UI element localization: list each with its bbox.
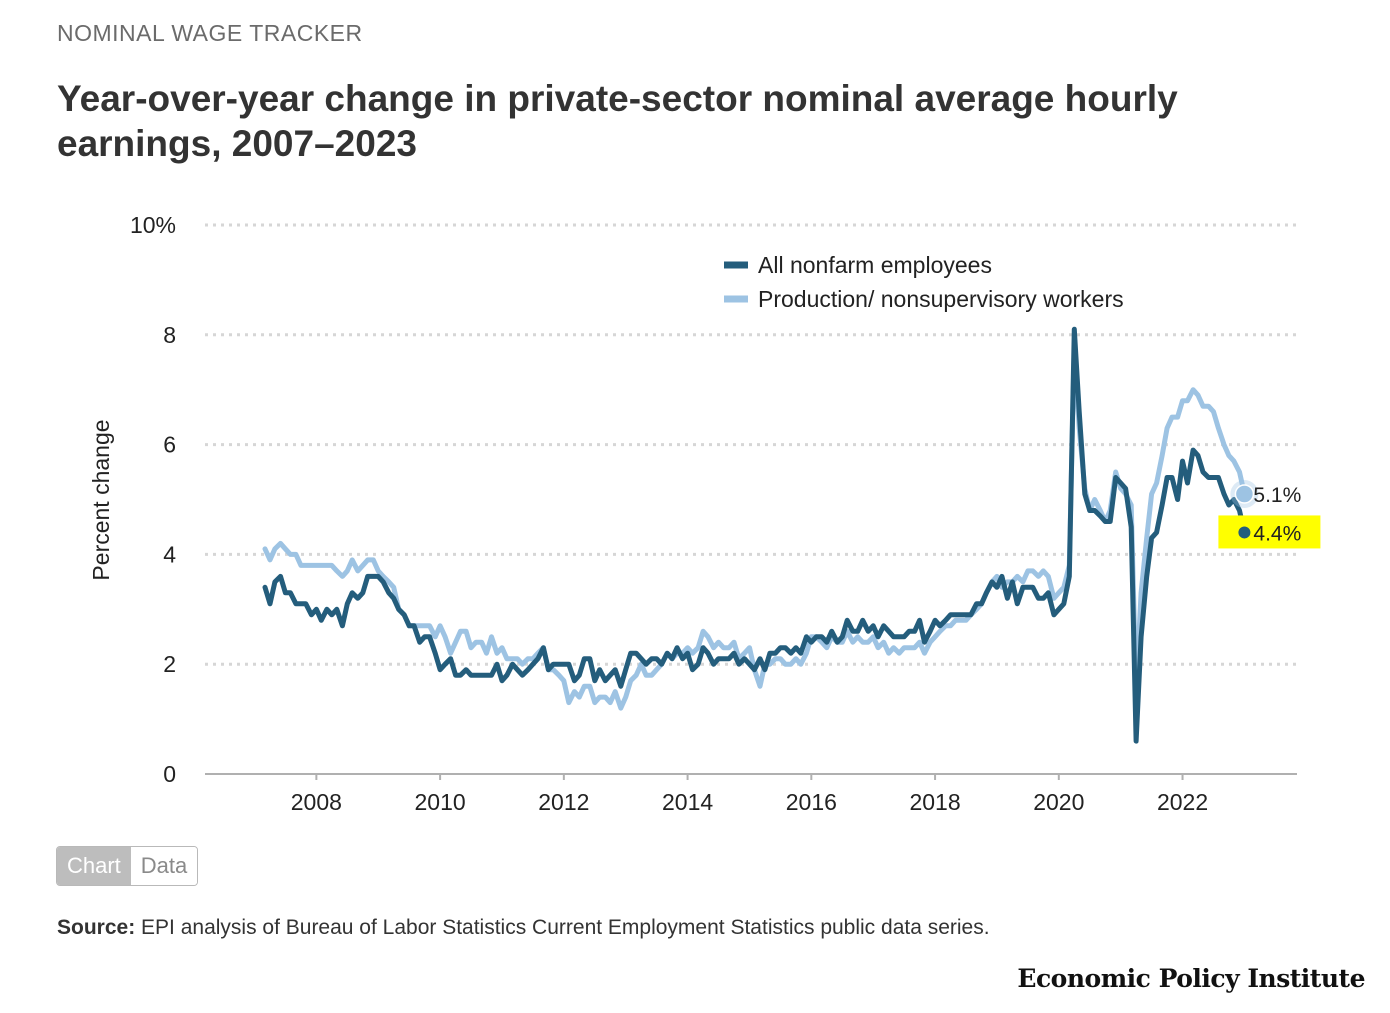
chart-title: Year-over-year change in private-sector … xyxy=(57,78,1178,164)
series-line-1 xyxy=(262,343,1247,711)
end-value-label: 5.1% xyxy=(1253,484,1301,507)
x-tick-label: 2014 xyxy=(662,789,713,815)
end-point-marker xyxy=(1234,484,1255,504)
y-tick-label: 2 xyxy=(163,651,176,677)
legend: All nonfarm employees Production/ nonsupe… xyxy=(724,252,1124,312)
source-label: Source: xyxy=(57,916,136,939)
end-point-marker xyxy=(1238,526,1251,539)
series-lines xyxy=(262,326,1247,744)
y-axis-title: Percent change xyxy=(88,419,114,580)
y-axis-ticks: 0 2 4 6 8 10% xyxy=(130,212,176,787)
y-tick-label: 4 xyxy=(163,541,176,567)
line-chart: 0 2 4 6 8 10% 2008 2010 2012 2014 2016 2018 2020 202… xyxy=(88,212,1321,815)
chart-view-button[interactable]: Chart xyxy=(57,847,131,885)
x-axis-ticks: 2008 2010 2012 2014 2016 2018 2020 2022 xyxy=(291,774,1208,815)
end-label-highlight xyxy=(1218,515,1321,549)
y-tick-label: 8 xyxy=(163,322,176,348)
x-tick-label: 2010 xyxy=(415,789,466,815)
y-tick-label: 10% xyxy=(130,212,176,238)
source-note: Source: EPI analysis of Bureau of Labor … xyxy=(57,916,990,940)
source-text: EPI analysis of Bureau of Labor Statisti… xyxy=(135,916,990,939)
data-view-button[interactable]: Data xyxy=(130,847,198,885)
y-tick-label: 6 xyxy=(163,432,176,458)
x-tick-label: 2022 xyxy=(1157,789,1208,815)
x-tick-label: 2018 xyxy=(909,789,960,815)
series-line-0 xyxy=(262,326,1247,744)
x-tick-label: 2020 xyxy=(1033,789,1084,815)
legend-label-0: All nonfarm employees xyxy=(758,252,992,278)
x-tick-label: 2016 xyxy=(786,789,837,815)
view-toggle: Chart Data xyxy=(56,846,199,886)
legend-label-1: Production/ nonsupervisory workers xyxy=(758,286,1124,312)
end-markers: 4.4% 5.1% xyxy=(1218,480,1321,549)
brand-logo: Economic Policy Institute xyxy=(1017,964,1365,993)
y-tick-label: 0 xyxy=(163,761,176,787)
chart-kicker: NOMINAL WAGE TRACKER xyxy=(57,20,363,46)
x-tick-label: 2012 xyxy=(538,789,589,815)
x-tick-label: 2008 xyxy=(291,789,342,815)
end-value-label: 4.4% xyxy=(1253,522,1301,545)
